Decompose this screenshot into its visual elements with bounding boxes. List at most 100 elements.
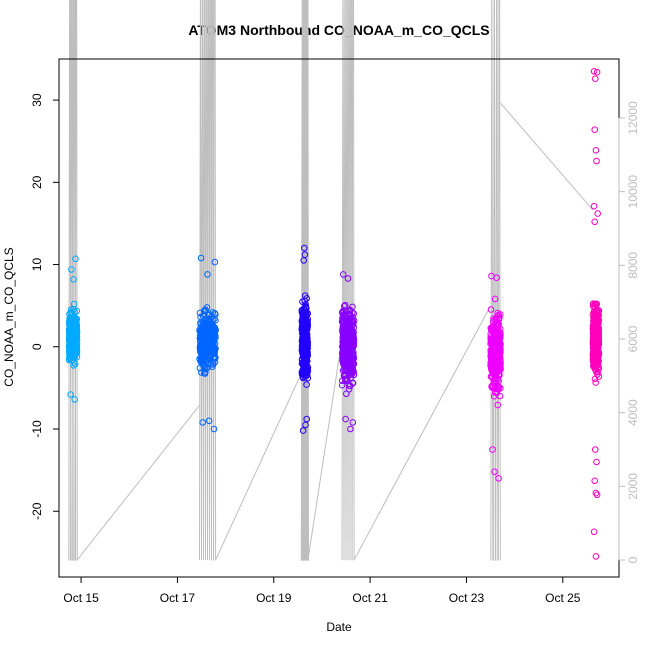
- data-point: [196, 325, 204, 333]
- data-point: [591, 352, 599, 359]
- series-2017-10-19: [298, 244, 312, 434]
- x-tick-label: Oct 19: [256, 591, 292, 605]
- data-point: [491, 339, 498, 347]
- altitude-trace-flight: [341, 0, 355, 561]
- data-point: [590, 314, 597, 322]
- data-point: [205, 327, 213, 334]
- data-point: [487, 306, 495, 313]
- data-point: [339, 339, 347, 347]
- data-point: [595, 373, 603, 380]
- y-tick-label: -20: [30, 502, 44, 520]
- data-point: [209, 316, 216, 323]
- data-point: [496, 343, 504, 350]
- y2-tick-label: 0: [626, 556, 640, 563]
- data-point: [348, 366, 356, 374]
- data-point: [591, 333, 598, 341]
- data-point: [205, 417, 213, 425]
- y2-tick-label: 2000: [626, 473, 640, 500]
- data-point: [494, 401, 502, 409]
- data-point: [594, 316, 602, 323]
- data-point: [338, 318, 346, 326]
- data-point: [350, 353, 357, 360]
- data-point: [350, 359, 357, 367]
- data-point: [200, 307, 208, 315]
- data-point: [347, 345, 354, 352]
- data-point: [300, 257, 308, 264]
- altitude-transit-line: [76, 405, 200, 561]
- data-point: [199, 318, 207, 325]
- data-point: [209, 349, 217, 357]
- data-point: [497, 384, 504, 392]
- y-tick-label: 10: [30, 258, 44, 272]
- data-point: [73, 340, 81, 348]
- data-point: [66, 345, 73, 353]
- y-axis-left: -20 -10 0 10 20 30: [30, 93, 60, 520]
- data-point: [198, 369, 205, 376]
- data-point: [303, 415, 311, 423]
- data-point: [491, 468, 498, 476]
- y2-tick-label: 8000: [626, 252, 640, 279]
- altitude-trace-flight: [490, 0, 501, 561]
- data-point: [303, 381, 310, 388]
- data-point: [493, 274, 500, 282]
- data-point: [495, 475, 502, 482]
- x-tick-label: Oct 21: [352, 591, 388, 605]
- data-point: [589, 325, 597, 333]
- data-point: [209, 347, 216, 354]
- data-point: [70, 362, 77, 369]
- data-point: [348, 330, 356, 337]
- data-point: [592, 147, 600, 154]
- data-point: [591, 218, 599, 226]
- data-point: [489, 446, 496, 453]
- altitude-transit-line: [307, 338, 343, 561]
- data-point: [343, 390, 350, 398]
- data-point: [302, 371, 310, 379]
- x-axis: Oct 15 Oct 17 Oct 19 Oct 21 Oct 23 Oct 25: [63, 576, 581, 605]
- y-tick-label: -10: [30, 420, 44, 438]
- data-point: [300, 305, 308, 313]
- data-point: [202, 368, 209, 376]
- data-point: [594, 210, 602, 217]
- data-point: [302, 327, 310, 335]
- y-tick-label: 30: [30, 93, 44, 107]
- data-point: [201, 348, 209, 356]
- data-point: [301, 244, 308, 252]
- data-point: [343, 333, 351, 341]
- data-point: [200, 360, 207, 368]
- data-point: [594, 332, 602, 340]
- data-point: [303, 305, 310, 312]
- x-tick-label: Oct 15: [63, 591, 99, 605]
- data-point: [210, 327, 217, 335]
- altitude-transit-line: [353, 305, 491, 561]
- data-point: [494, 321, 502, 328]
- series-2017-10-17: [196, 254, 219, 433]
- data-point: [71, 360, 79, 368]
- data-point: [349, 419, 357, 426]
- data-point: [593, 68, 601, 76]
- data-point: [592, 489, 600, 497]
- data-point: [301, 367, 308, 374]
- series-2017-10-23: [487, 272, 504, 482]
- data-point: [488, 324, 496, 332]
- data-point: [301, 297, 309, 305]
- series-2017-10-14: [65, 255, 81, 403]
- data-point: [593, 491, 601, 499]
- data-point: [201, 326, 208, 334]
- data-point: [196, 335, 204, 342]
- data-point: [347, 347, 355, 355]
- data-point: [299, 309, 306, 317]
- altitude-transit-line: [500, 102, 594, 211]
- data-point: [67, 391, 74, 398]
- data-point: [349, 303, 356, 311]
- data-point: [200, 363, 207, 370]
- data-point: [344, 325, 351, 333]
- y-tick-label: 0: [30, 343, 44, 350]
- data-point: [65, 356, 73, 364]
- data-point: [495, 383, 503, 391]
- data-point: [204, 271, 211, 278]
- data-point: [341, 371, 348, 379]
- data-point: [210, 425, 218, 433]
- data-point: [300, 353, 308, 361]
- data-point: [339, 271, 347, 278]
